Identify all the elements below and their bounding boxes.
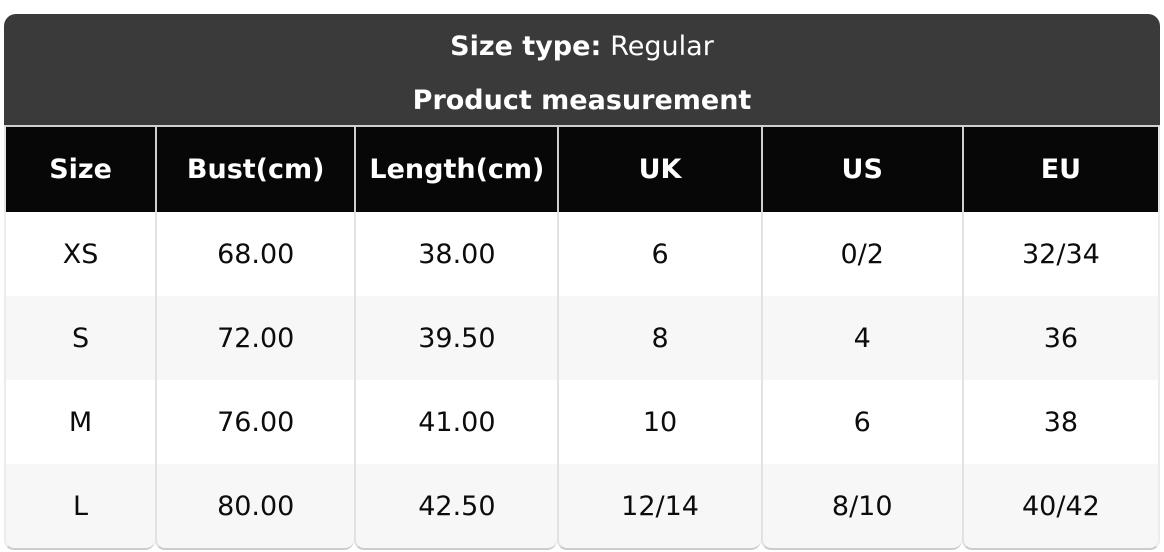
column-header: Bust(cm) <box>155 125 355 212</box>
product-measurement-title: Product measurement <box>412 85 752 116</box>
table-cell: 68.00 <box>155 212 355 296</box>
size-type-line: Size type: Regular <box>4 30 1160 64</box>
size-table-header-row: Size Bust(cm) Length(cm) UK US EU <box>4 125 1160 212</box>
table-cell: 8 <box>557 296 761 380</box>
table-cell: 41.00 <box>354 380 558 464</box>
table-cell: 36 <box>961 296 1160 380</box>
size-chart-title-bar: Size type: Regular Product measurement <box>4 14 1160 125</box>
table-cell: 40/42 <box>961 464 1160 550</box>
column-header: US <box>760 125 962 212</box>
size-table: Size Bust(cm) Length(cm) UK US EU XS 68.00 38.0… <box>4 125 1160 550</box>
column-header: Length(cm) <box>354 125 558 212</box>
size-type-value: Regular <box>610 31 714 62</box>
table-cell: 6 <box>557 212 761 296</box>
table-cell: 38 <box>961 380 1160 464</box>
column-header: UK <box>557 125 761 212</box>
table-row: L 80.00 42.50 12/14 8/10 40/42 <box>4 464 1160 550</box>
table-cell: 42.50 <box>354 464 558 550</box>
table-cell: 38.00 <box>354 212 558 296</box>
table-cell: 32/34 <box>961 212 1160 296</box>
table-row: XS 68.00 38.00 6 0/2 32/34 <box>4 212 1160 296</box>
table-cell: 0/2 <box>760 212 962 296</box>
table-row: S 72.00 39.50 8 4 36 <box>4 296 1160 380</box>
column-header: Size <box>4 125 156 212</box>
table-cell: L <box>4 464 156 550</box>
table-cell: M <box>4 380 156 464</box>
column-header: EU <box>961 125 1160 212</box>
table-cell: S <box>4 296 156 380</box>
table-cell: 6 <box>760 380 962 464</box>
table-cell: 72.00 <box>155 296 355 380</box>
table-cell: 12/14 <box>557 464 761 550</box>
table-cell: 4 <box>760 296 962 380</box>
table-cell: 8/10 <box>760 464 962 550</box>
size-type-label: Size type: <box>450 31 602 62</box>
table-cell: XS <box>4 212 156 296</box>
table-cell: 39.50 <box>354 296 558 380</box>
table-cell: 10 <box>557 380 761 464</box>
table-row: M 76.00 41.00 10 6 38 <box>4 380 1160 464</box>
table-cell: 76.00 <box>155 380 355 464</box>
table-cell: 80.00 <box>155 464 355 550</box>
size-table-body: XS 68.00 38.00 6 0/2 32/34 S 72.00 39.50 8 4 36 M 76.… <box>4 212 1160 550</box>
